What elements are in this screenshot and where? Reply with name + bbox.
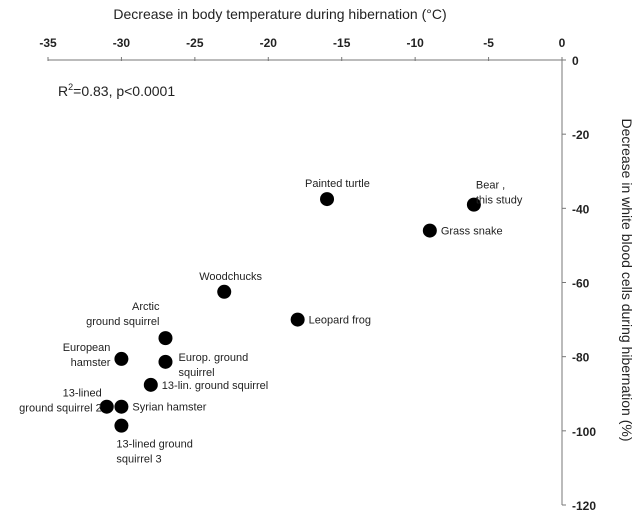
x-tick-label: -35	[39, 36, 57, 50]
x-tick-label: -15	[333, 36, 351, 50]
data-label: 13-lined ground squirrel 2	[19, 388, 102, 415]
data-label: 13-lin. ground squirrel	[162, 380, 268, 392]
data-label-line: Bear ,	[476, 180, 505, 192]
x-axis-label: Decrease in body temperature during hibe…	[113, 6, 446, 22]
data-label: Leopard frog	[309, 315, 371, 327]
y-tick-label: -120	[572, 499, 596, 513]
data-label-line: Woodchucks	[199, 271, 262, 283]
data-label-line: 13-lined	[63, 388, 102, 400]
data-label-line: Syrian hamster	[132, 402, 206, 414]
x-tick-label: -30	[113, 36, 131, 50]
data-label-line: Grass snake	[441, 226, 503, 238]
data-label-line: 13-lin. ground squirrel	[162, 380, 268, 392]
data-label-line: 13-lined ground	[116, 439, 192, 451]
data-label: Bear , this study	[476, 180, 523, 207]
data-label: European hamster	[63, 342, 111, 369]
data-label-line: Europ. ground	[178, 352, 248, 364]
data-label: Europ. ground squirrel	[178, 352, 248, 379]
data-point	[114, 418, 129, 433]
data-label-line: squirrel 3	[116, 454, 161, 466]
data-label: Grass snake	[441, 226, 503, 238]
data-label-line: ground squirrel	[86, 316, 159, 328]
r2-annotation: R2=0.83, p<0.0001	[58, 82, 175, 99]
data-point	[143, 377, 158, 392]
x-tick-label: 0	[559, 36, 566, 50]
x-tick-label: -10	[406, 36, 424, 50]
data-label: Woodchucks	[199, 271, 262, 283]
data-label-line: ground squirrel 2	[19, 403, 102, 415]
data-point	[320, 192, 335, 207]
data-point	[290, 312, 305, 327]
data-point	[114, 351, 129, 366]
x-tick-label: -25	[186, 36, 204, 50]
data-label-line: Arctic	[132, 301, 160, 313]
y-tick-label: -100	[572, 425, 596, 439]
data-point	[114, 399, 129, 414]
data-label-line: this study	[476, 195, 523, 207]
y-tick-label: -60	[572, 277, 590, 291]
data-label: Painted turtle	[305, 178, 370, 190]
data-point	[422, 223, 437, 238]
y-axis-label: Decrease in white blood cells during hib…	[619, 119, 635, 442]
data-label-line: Painted turtle	[305, 178, 370, 190]
data-point	[158, 331, 173, 346]
data-label-line: European	[63, 342, 111, 354]
y-tick-label: -20	[572, 128, 590, 142]
x-tick-label: -5	[483, 36, 494, 50]
y-tick-label: -40	[572, 202, 590, 216]
data-point	[466, 197, 481, 212]
data-label: Arctic ground squirrel	[86, 301, 160, 328]
data-label-line: squirrel	[178, 367, 214, 379]
data-label: Syrian hamster	[132, 402, 206, 414]
x-tick-label: -20	[260, 36, 278, 50]
data-label-line: Leopard frog	[309, 315, 371, 327]
data-point	[217, 284, 232, 299]
y-tick-label: 0	[572, 54, 579, 68]
data-point	[158, 354, 173, 369]
data-label-line: hamster	[71, 357, 111, 369]
data-point	[99, 399, 114, 414]
data-label: 13-lined ground squirrel 3	[116, 439, 192, 466]
y-tick-label: -80	[572, 351, 590, 365]
